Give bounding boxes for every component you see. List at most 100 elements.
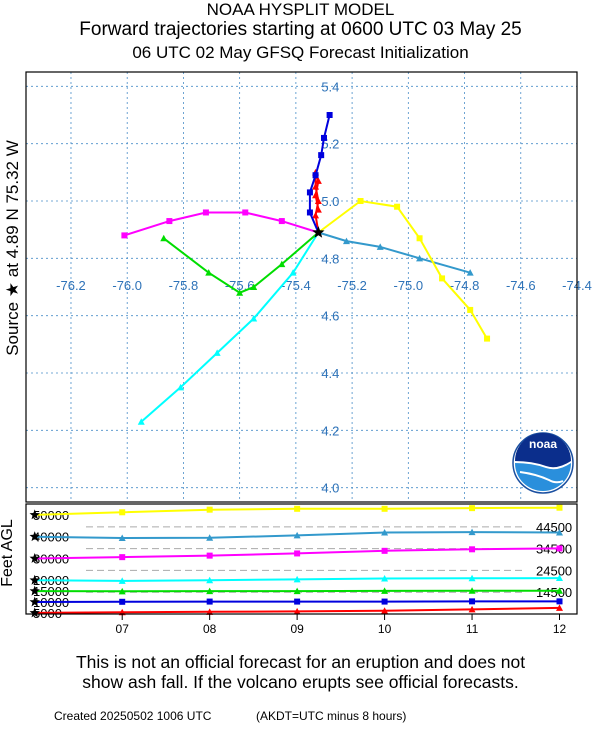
altitude-right-label: 24500: [536, 563, 572, 578]
altitude-series-point: [206, 506, 213, 513]
map-lon-tick-label: -74.8: [450, 278, 480, 293]
map-trajectory-point: [177, 383, 185, 391]
altitude-series-point: [381, 547, 388, 554]
altitude-time-tick-label: 08: [203, 622, 217, 636]
map-trajectory-point: [236, 289, 244, 296]
map-trajectory-point: [278, 260, 286, 268]
map-trajectory-point: [289, 269, 297, 276]
disclaimer-line-1: This is not an official forecast for an …: [75, 652, 526, 672]
map-trajectory-point: [306, 189, 313, 196]
altitude-series-point: [556, 587, 564, 594]
map-trajectory-point: [342, 237, 350, 245]
altitude-series-point: [469, 505, 476, 512]
map-trajectory-point: [242, 209, 249, 216]
altitude-series-point: [206, 587, 214, 595]
map-trajectory-point: [394, 203, 401, 210]
altitude-series-point: [118, 534, 126, 541]
map-lon-tick-label: -75.2: [337, 278, 367, 293]
altitude-series-point: [293, 575, 301, 583]
altitude-frame: [25, 503, 578, 615]
altitude-series-point: [556, 598, 563, 605]
altitude-series-point: [468, 587, 476, 594]
noaa-logo-text: noaa: [529, 437, 557, 451]
map-trajectory-point: [312, 191, 320, 199]
map-lat-tick-label: 4.8: [321, 251, 339, 266]
altitude-series-point: [293, 587, 301, 595]
map-lat-tick-label: 4.2: [321, 423, 339, 438]
map-trajectory-point: [250, 283, 258, 290]
map-lon-tick-label: -75.0: [394, 278, 424, 293]
altitude-series-point: [381, 598, 388, 605]
altitude-time-tick-label: 07: [116, 622, 130, 636]
map-trajectory-point: [312, 172, 319, 179]
map-trajectory-point: [278, 218, 285, 225]
altitude-series-point: [381, 505, 388, 512]
altitude-start-star: [29, 585, 40, 596]
map-trajectory-point: [166, 218, 173, 225]
altitude-time-tick-label: 12: [553, 622, 567, 636]
altitude-time-tick-label: 09: [290, 622, 304, 636]
altitude-series-point: [468, 574, 476, 582]
disclaimer: This is not an official forecast for an …: [0, 652, 601, 692]
altitude-start-star: [29, 531, 40, 542]
map-trajectory-point: [416, 254, 424, 262]
altitude-series-point: [119, 509, 126, 516]
chart-canvas: -76.2 -76.0 -75.8 -75.6 -75.4 -75.2 -75.0 -74.8…: [25, 71, 592, 636]
chart-meta: 06 UTC 02 May GFSQ Forecast Initializati…: [132, 43, 469, 62]
timezone-note: (AKDT=UTC minus 8 hours): [256, 709, 407, 723]
map-trajectory-point: [320, 134, 327, 141]
altitude-series-point: [469, 546, 476, 553]
altitude-time-tick-label: 11: [466, 622, 479, 636]
altitude-start-star: [29, 553, 40, 563]
map-trajectory-point: [312, 183, 320, 190]
altitude-right-label: 14500: [536, 585, 572, 600]
altitude-start-star: [29, 509, 40, 520]
map-trajectory-point: [416, 235, 423, 242]
map-trajectory-point: [205, 269, 213, 276]
map-trajectory-point: [318, 152, 325, 159]
altitude-series-point: [206, 534, 214, 541]
altitude-start-star: [29, 574, 40, 585]
map-trajectory-point: [314, 177, 322, 184]
map-trajectory-line: [163, 231, 320, 294]
map-lat-tick-label: 5.4: [321, 79, 339, 94]
created-timestamp: Created 20250502 1006 UTC: [54, 709, 212, 723]
altitude-series-point: [556, 545, 563, 552]
map-trajectory-point: [213, 349, 221, 356]
map-lon-tick-label: -76.0: [112, 278, 142, 293]
map-trajectory-point: [202, 209, 209, 216]
map-source-star: [312, 226, 325, 238]
altitude-series-point: [469, 598, 476, 605]
noaa-logo: noaa: [512, 432, 574, 494]
altitude-series-point: [556, 574, 564, 582]
altitude-series-point: [118, 577, 126, 584]
map-trajectory-point: [250, 315, 258, 322]
altitude-series-point: [293, 607, 301, 615]
map-trajectory-point: [484, 335, 491, 342]
altitude-series-point: [206, 552, 213, 559]
altitude-series-point: [556, 504, 563, 511]
altitude-series-point: [294, 550, 301, 557]
map-lon-tick-label: -75.4: [281, 278, 311, 293]
altitude-series-point: [381, 529, 389, 536]
map-trajectory-point: [466, 269, 474, 276]
map-lon-tick-label: -76.2: [56, 278, 86, 293]
map-frame: [25, 71, 578, 503]
disclaimer-line-2: show ash fall. If the volcano erupts see…: [82, 672, 519, 692]
altitude-series-point: [206, 608, 214, 615]
map-trajectory-line: [318, 231, 471, 274]
altitude-right-label: 44500: [536, 520, 572, 535]
altitude-series-point: [381, 587, 389, 594]
map-trajectory-point: [376, 243, 384, 250]
map-trajectory-point: [357, 198, 364, 204]
map-lat-tick-label: 4.0: [321, 481, 339, 496]
trajectory-map-panel: -76.2 -76.0 -75.8 -75.6 -75.4 -75.2 -75.0 -74.8…: [25, 71, 592, 503]
map-trajectory-point: [137, 418, 145, 425]
map-lon-tick-label: -74.6: [506, 278, 536, 293]
chart-title: NOAA HYSPLIT MODEL: [206, 0, 395, 19]
map-trajectory-point: [326, 112, 333, 118]
altitude-series-point: [381, 607, 389, 614]
altitude-series-point: [556, 604, 564, 611]
map-lat-tick-label: 4.6: [321, 309, 339, 324]
altitude-series-point: [293, 531, 301, 539]
